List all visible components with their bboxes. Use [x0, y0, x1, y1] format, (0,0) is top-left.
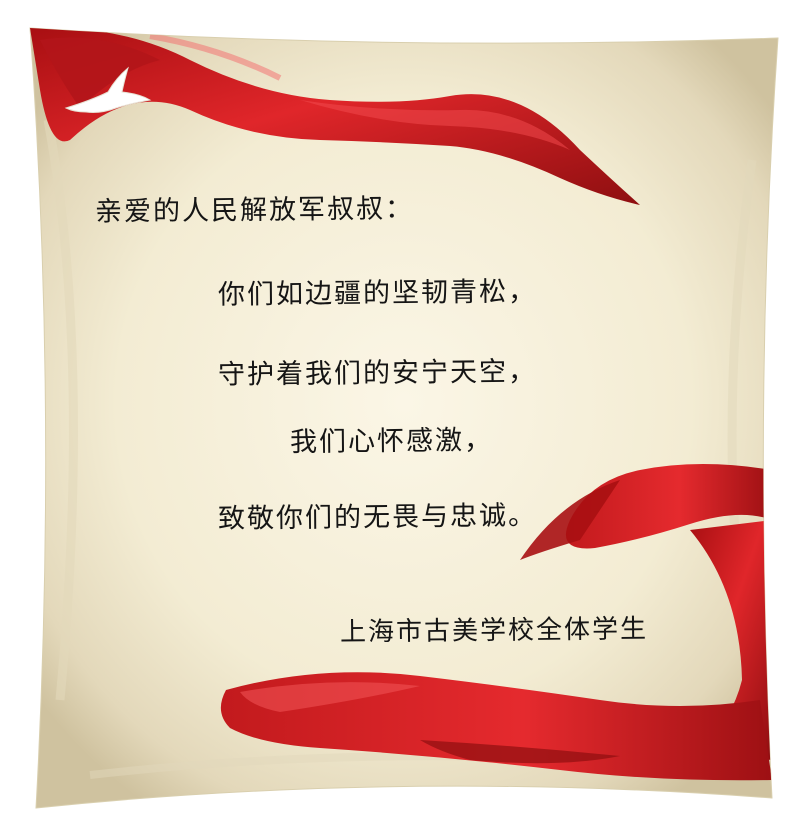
verse-line-2: 守护着我们的安宁天空， [217, 356, 538, 391]
pillow-body [29, 27, 779, 809]
ribbon-top [30, 28, 640, 205]
verse-line-1: 你们如边疆的坚韧青松， [217, 276, 538, 311]
dove-icon [64, 66, 152, 113]
verse-line-4: 致敬你们的无畏与忠诚。 [217, 500, 538, 535]
letter-salutation: 亲爱的人民解放军叔叔： [94, 193, 415, 228]
verse-line-3: 我们心怀感激， [289, 424, 494, 459]
letter-signature: 上海市古美学校全体学生 [339, 614, 649, 648]
ribbon-right [520, 464, 772, 760]
ribbon-bottom [220, 672, 772, 781]
wrinkle-left [43, 119, 78, 701]
